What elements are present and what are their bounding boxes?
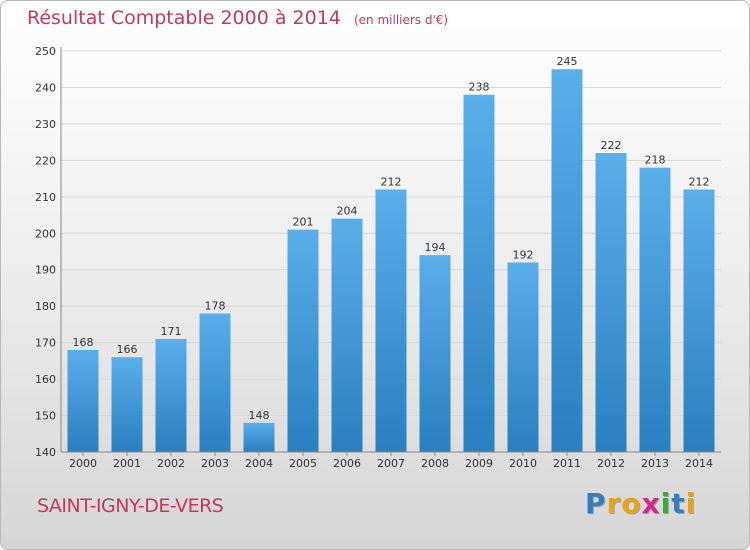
x-tick-label: 2014: [685, 457, 713, 470]
y-tick-label: 220: [35, 154, 56, 167]
bar: [243, 422, 275, 452]
chart-title: Résultat Comptable 2000 à 2014: [27, 7, 341, 29]
bar: [331, 218, 363, 452]
data-label: 218: [645, 154, 666, 167]
x-tick-label: 2008: [421, 457, 449, 470]
commune-name: SAINT-IGNY-DE-VERS: [37, 495, 224, 517]
y-tick-label: 170: [35, 337, 56, 350]
y-tick-label: 190: [35, 264, 56, 277]
logo-letter: t: [671, 487, 686, 520]
x-tick-label: 2011: [553, 457, 581, 470]
x-tick-label: 2009: [465, 457, 493, 470]
bar: [463, 94, 495, 452]
logo-letter: x: [641, 487, 661, 520]
x-tick-label: 2002: [157, 457, 185, 470]
bar: [67, 349, 99, 452]
y-tick-label: 230: [35, 118, 56, 131]
data-label: 245: [557, 55, 578, 68]
logo-letter: i: [685, 487, 697, 520]
x-tick-label: 2005: [289, 457, 317, 470]
title-row: Résultat Comptable 2000 à 2014 (en milli…: [27, 7, 448, 29]
bar: [419, 255, 451, 452]
data-label: 222: [601, 139, 622, 152]
logo-letter: P: [585, 487, 607, 520]
y-tick-label: 140: [35, 446, 56, 459]
y-tick-label: 250: [35, 45, 56, 58]
x-tick-label: 2006: [333, 457, 361, 470]
bar: [595, 153, 627, 452]
data-label: 192: [513, 248, 534, 261]
data-label: 212: [381, 176, 402, 189]
x-tick-label: 2013: [641, 457, 669, 470]
y-tick-label: 200: [35, 227, 56, 240]
data-label: 194: [425, 241, 446, 254]
x-tick-label: 2010: [509, 457, 537, 470]
data-label: 168: [73, 336, 94, 349]
data-label: 201: [293, 216, 314, 229]
data-label: 166: [117, 343, 138, 356]
data-labels: 168 166 171 178 148 201 204 212 194 238 192 245 222 2…: [73, 55, 710, 422]
data-label: 204: [337, 205, 358, 218]
y-tick-label: 150: [35, 410, 56, 423]
bar: [683, 189, 715, 452]
x-tick-label: 2012: [597, 457, 625, 470]
bar: [551, 69, 583, 453]
x-tick-label: 2001: [113, 457, 141, 470]
x-tick-labels: 2000 2001 2002 2003 2004 2005 2006 2007 2008 2009…: [69, 457, 713, 470]
x-tick-label: 2003: [201, 457, 229, 470]
data-label: 148: [249, 409, 270, 422]
x-tick-label: 2007: [377, 457, 405, 470]
x-tick-label: 2004: [245, 457, 273, 470]
axes: [60, 47, 721, 456]
proxiti-logo[interactable]: Proxiti: [585, 487, 696, 520]
data-label: 178: [205, 299, 226, 312]
bar: [507, 262, 539, 452]
y-tick-label: 160: [35, 373, 56, 386]
data-label: 238: [469, 81, 490, 94]
bar: [155, 338, 187, 452]
bar: [639, 167, 671, 452]
bars: [67, 69, 715, 453]
logo-letter: o: [621, 487, 642, 520]
chart-subtitle: (en milliers d'€): [353, 13, 449, 27]
bar: [287, 229, 319, 452]
data-label: 212: [689, 176, 710, 189]
bar: [375, 189, 407, 452]
y-tick-label: 180: [35, 300, 56, 313]
bar: [199, 313, 231, 452]
logo-letter: i: [660, 487, 672, 520]
bar: [111, 357, 143, 452]
x-tick-label: 2000: [69, 457, 97, 470]
y-tick-label: 240: [35, 81, 56, 94]
data-label: 171: [161, 325, 182, 338]
y-tick-labels: 140 150 160 170 180 190 200 210 220 230 240 250: [35, 45, 56, 459]
logo-letter: r: [606, 487, 622, 520]
y-tick-label: 210: [35, 191, 56, 204]
